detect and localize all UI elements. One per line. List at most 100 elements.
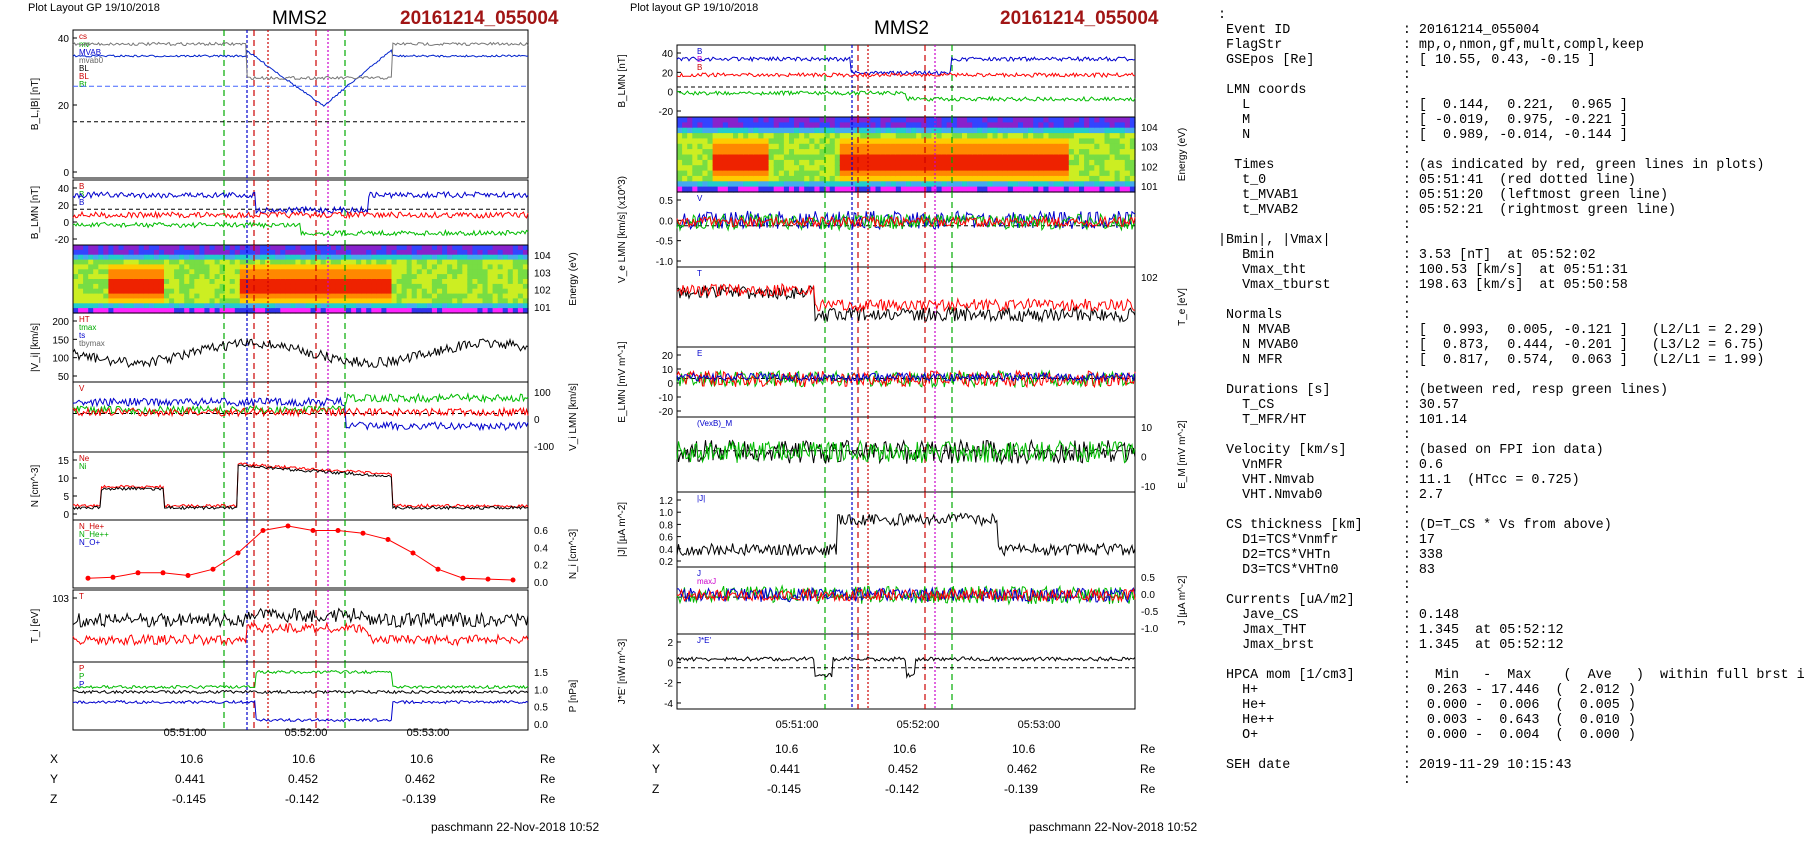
spectrogram-cell	[199, 288, 206, 295]
y-tick-label: 200	[52, 317, 69, 328]
spectrogram-cell	[834, 143, 841, 150]
spectrogram-cell	[936, 133, 943, 140]
spectrogram-cell	[778, 149, 785, 156]
spectrogram-cell	[416, 303, 423, 309]
spectrogram-cell	[992, 186, 999, 193]
spectrogram-cell	[229, 308, 236, 314]
spectrogram-cell	[431, 245, 438, 251]
spectrogram-cell	[351, 288, 357, 295]
spectrogram-cell	[351, 308, 357, 314]
spectrogram-cell	[850, 138, 856, 145]
spectrogram-cell	[819, 138, 826, 145]
spectrogram-cell	[1053, 170, 1060, 177]
spectrogram-cell	[1114, 175, 1121, 182]
spectrogram-cell	[431, 274, 438, 280]
spectrogram-cell	[517, 283, 524, 290]
spectrogram-cell	[431, 288, 438, 295]
spectrogram-cell	[722, 117, 729, 123]
spectrogram-cell	[98, 279, 104, 285]
middle-footer: paschmann 22-Nov-2018 10:52	[1029, 820, 1198, 834]
spectrogram-cell	[179, 303, 185, 309]
spectrogram-cell	[1058, 149, 1065, 156]
spectrogram-cell	[692, 165, 698, 172]
spectrogram-cell	[682, 127, 688, 134]
spectrogram-cell	[794, 149, 800, 156]
E-L-component	[676, 371, 1136, 383]
spectrogram-cell	[234, 254, 241, 261]
spectrogram-cell	[108, 283, 115, 290]
spectrogram-cell	[1099, 133, 1106, 140]
spectrogram-cell	[330, 269, 337, 275]
spectrogram-cell	[421, 245, 428, 251]
spectrogram-cell	[1012, 122, 1019, 129]
spectrogram-cell	[270, 259, 276, 266]
spectrogram-cell	[219, 279, 226, 285]
legend-entry: N_He+	[79, 522, 104, 531]
spectrogram-cell	[295, 264, 302, 270]
spectrogram-cell	[799, 165, 805, 172]
spectrogram-cell	[396, 293, 403, 300]
spectrogram-cell	[753, 143, 759, 150]
spectrogram-cell	[1084, 122, 1090, 129]
spectrogram-cell	[492, 254, 499, 261]
spectrogram-cell	[783, 186, 790, 193]
spectrogram-cell	[472, 264, 479, 270]
spectrogram-cell	[204, 249, 211, 256]
spectrogram-cell	[687, 127, 693, 134]
spectrogram-cell	[855, 122, 861, 129]
spectrogram-cell	[1018, 154, 1024, 161]
spectrogram-cell	[320, 264, 327, 270]
spectrogram-cell	[895, 133, 902, 140]
spectrogram-cell	[1073, 127, 1080, 134]
spectrogram-cell	[880, 159, 887, 166]
spectrogram-cell	[189, 259, 195, 266]
spectrogram-cell	[819, 159, 826, 166]
spectrogram-cell	[371, 293, 377, 300]
spectrogram-cell	[936, 149, 943, 156]
spectrogram-cell	[447, 293, 453, 300]
spectrogram-cell	[829, 181, 836, 188]
spectrogram-cell	[153, 245, 160, 251]
spectrogram-cell	[442, 254, 448, 261]
spectrogram-cell	[164, 279, 170, 285]
spectrogram-cell	[768, 138, 775, 145]
legend-entry: T	[79, 592, 84, 601]
spectrogram-cell	[722, 138, 729, 145]
spectrogram-cell	[1033, 117, 1039, 123]
spectrogram-cell	[819, 170, 826, 177]
coord-value: 10.6	[292, 752, 316, 766]
spectrogram-cell	[1114, 159, 1121, 166]
spectrogram-cell	[143, 288, 150, 295]
spectrogram-cell	[1033, 181, 1039, 188]
spectrogram-cell	[926, 127, 933, 134]
spectrogram-cell	[921, 181, 927, 188]
spectrogram-cell	[1058, 127, 1065, 134]
spectrogram-cell	[783, 138, 790, 145]
spectrogram-cell	[229, 293, 236, 300]
spectrogram-cell	[249, 254, 256, 261]
spectrogram-cell	[255, 269, 261, 275]
spectrogram-cell	[123, 288, 130, 295]
spectrogram-cell	[285, 264, 291, 270]
spectrogram-cell	[926, 149, 933, 156]
spectrogram-cell	[1023, 186, 1029, 193]
spectrogram-cell	[285, 298, 291, 304]
spectrogram-cell	[305, 269, 312, 275]
spectrogram-cell	[239, 264, 246, 270]
spectrogram-cell	[371, 269, 377, 275]
spectrogram-cell	[1079, 170, 1085, 177]
spectrogram-cell	[431, 293, 438, 300]
spectrogram-cell	[687, 175, 693, 182]
spectrogram-cell	[982, 181, 988, 188]
spectrogram-cell	[290, 274, 297, 280]
spectrogram-cell	[946, 133, 953, 140]
spectrogram-cell	[778, 154, 785, 161]
spectrogram-cell	[1038, 127, 1044, 134]
spectrogram-cell	[702, 138, 709, 145]
spectrogram-cell	[758, 170, 765, 177]
spectrogram-cell	[391, 245, 398, 251]
spectrogram-cell	[768, 165, 775, 172]
spectrogram-cell	[517, 274, 524, 280]
spectrogram-cell	[310, 254, 317, 261]
spectrogram-cell	[946, 159, 953, 166]
